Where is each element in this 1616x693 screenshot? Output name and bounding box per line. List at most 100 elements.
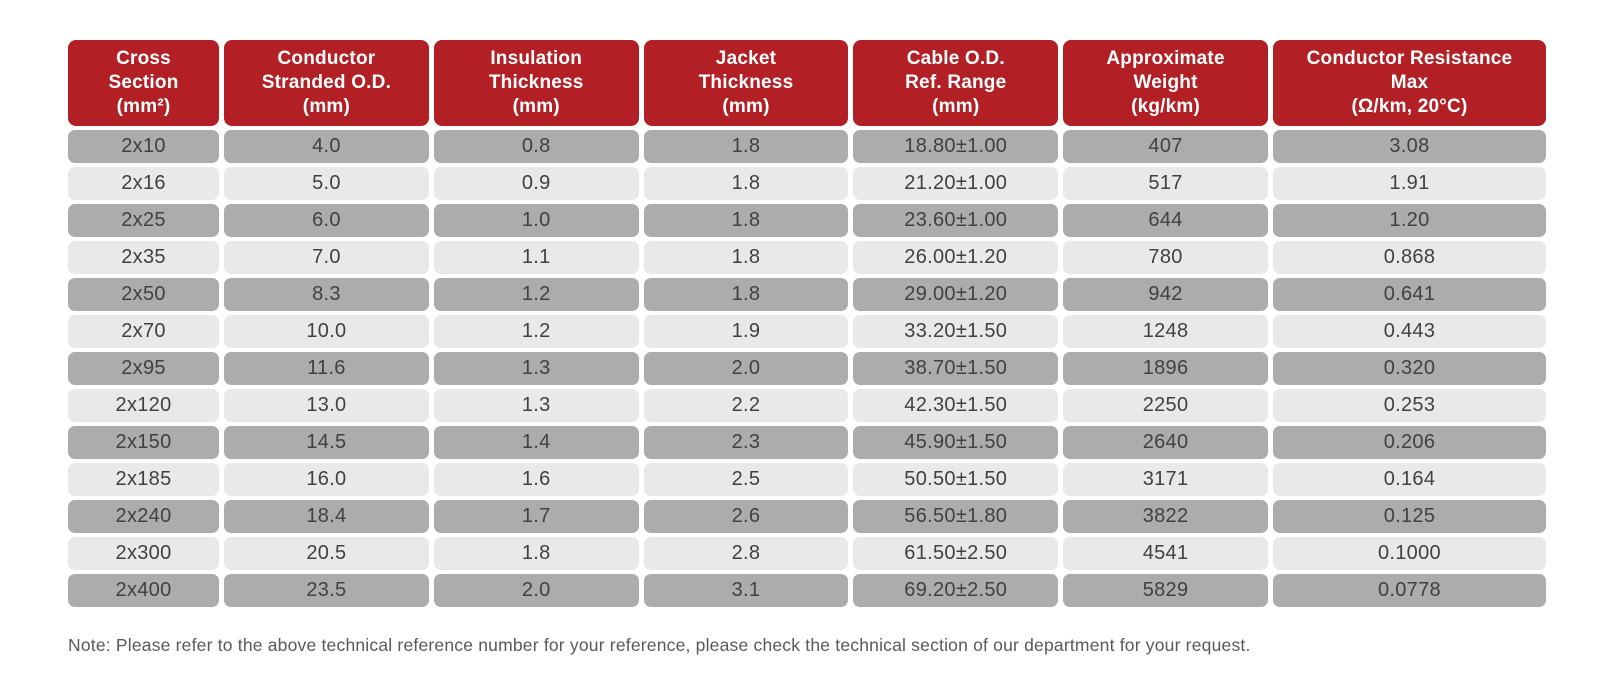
table-row: 2x120 13.0 1.3 2.2 42.30±1.50 2250 0.253 <box>68 389 1546 422</box>
table-cell: 1.2 <box>433 278 639 311</box>
table-cell: 2.0 <box>643 352 849 385</box>
table-cell: 4541 <box>1063 537 1268 570</box>
table-cell: 69.20±2.50 <box>853 574 1059 607</box>
table-cell: 29.00±1.20 <box>853 278 1059 311</box>
table-cell: 2.3 <box>643 426 849 459</box>
table-cell: 1.8 <box>643 130 849 163</box>
table-cell: 0.320 <box>1272 352 1546 385</box>
table-cell: 6.0 <box>224 204 429 237</box>
table-cell: 1.1 <box>433 241 639 274</box>
table-cell: 61.50±2.50 <box>853 537 1059 570</box>
table-cell: 0.641 <box>1272 278 1546 311</box>
table-cell: 18.4 <box>224 500 429 533</box>
table-cell: 0.8 <box>433 130 639 163</box>
table-cell: 517 <box>1063 167 1268 200</box>
table-cell: 2x10 <box>68 130 220 163</box>
table-cell: 5829 <box>1063 574 1268 607</box>
table-cell: 2x300 <box>68 537 220 570</box>
table-cell: 2x50 <box>68 278 220 311</box>
footnote: Note: Please refer to the above technica… <box>68 635 1251 655</box>
table-cell: 42.30±1.50 <box>853 389 1059 422</box>
column-header: Cross Section (mm²) <box>68 40 220 126</box>
table-cell: 2x150 <box>68 426 220 459</box>
table-cell: 8.3 <box>224 278 429 311</box>
table-cell: 942 <box>1063 278 1268 311</box>
table-row: 2x16 5.0 0.9 1.8 21.20±1.00 517 1.91 <box>68 167 1546 200</box>
column-header: Insulation Thickness (mm) <box>433 40 639 126</box>
table-cell: 16.0 <box>224 463 429 496</box>
table-cell: 11.6 <box>224 352 429 385</box>
table-cell: 1.9 <box>643 315 849 348</box>
table-cell: 21.20±1.00 <box>853 167 1059 200</box>
table-cell: 23.5 <box>224 574 429 607</box>
table-cell: 0.0778 <box>1272 574 1546 607</box>
column-header: Conductor Resistance Max (Ω/km, 20°C) <box>1272 40 1546 126</box>
table-cell: 2x120 <box>68 389 220 422</box>
column-header: Approximate Weight (kg/km) <box>1063 40 1268 126</box>
column-header: Cable O.D. Ref. Range (mm) <box>853 40 1059 126</box>
table-cell: 2.6 <box>643 500 849 533</box>
table-cell: 1.8 <box>433 537 639 570</box>
table-row: 2x25 6.0 1.0 1.8 23.60±1.00 644 1.20 <box>68 204 1546 237</box>
table-row: 2x70 10.0 1.2 1.9 33.20±1.50 1248 0.443 <box>68 315 1546 348</box>
table-cell: 2x25 <box>68 204 220 237</box>
table-cell: 45.90±1.50 <box>853 426 1059 459</box>
table-cell: 0.253 <box>1272 389 1546 422</box>
table-cell: 2x240 <box>68 500 220 533</box>
table-cell: 2640 <box>1063 426 1268 459</box>
table-row: 2x185 16.0 1.6 2.5 50.50±1.50 3171 0.164 <box>68 463 1546 496</box>
table-cell: 2.0 <box>433 574 639 607</box>
table-cell: 2x400 <box>68 574 220 607</box>
table-cell: 1.4 <box>433 426 639 459</box>
table-cell: 14.5 <box>224 426 429 459</box>
table-cell: 26.00±1.20 <box>853 241 1059 274</box>
table-cell: 0.125 <box>1272 500 1546 533</box>
table-cell: 1.8 <box>643 204 849 237</box>
table-cell: 3.08 <box>1272 130 1546 163</box>
table-cell: 1.6 <box>433 463 639 496</box>
table-cell: 2250 <box>1063 389 1268 422</box>
table-cell: 10.0 <box>224 315 429 348</box>
column-header: Conductor Stranded O.D. (mm) <box>224 40 429 126</box>
table-row: 2x300 20.5 1.8 2.8 61.50±2.50 4541 0.1000 <box>68 537 1546 570</box>
table-cell: 2x185 <box>68 463 220 496</box>
table-cell: 1.3 <box>433 389 639 422</box>
table-cell: 1.8 <box>643 241 849 274</box>
table-cell: 0.868 <box>1272 241 1546 274</box>
table-cell: 20.5 <box>224 537 429 570</box>
table-cell: 2x16 <box>68 167 220 200</box>
table-row: 2x95 11.6 1.3 2.0 38.70±1.50 1896 0.320 <box>68 352 1546 385</box>
table-cell: 23.60±1.00 <box>853 204 1059 237</box>
table-row: 2x10 4.0 0.8 1.8 18.80±1.00 407 3.08 <box>68 130 1546 163</box>
table-cell: 13.0 <box>224 389 429 422</box>
table-cell: 4.0 <box>224 130 429 163</box>
table-cell: 644 <box>1063 204 1268 237</box>
table-cell: 1.2 <box>433 315 639 348</box>
column-header: Jacket Thickness (mm) <box>643 40 849 126</box>
table-cell: 2.2 <box>643 389 849 422</box>
table-cell: 0.443 <box>1272 315 1546 348</box>
table-cell: 407 <box>1063 130 1268 163</box>
table-cell: 2.8 <box>643 537 849 570</box>
table-row: 2x240 18.4 1.7 2.6 56.50±1.80 3822 0.125 <box>68 500 1546 533</box>
table-cell: 1.8 <box>643 167 849 200</box>
table-cell: 0.1000 <box>1272 537 1546 570</box>
table-cell: 1.7 <box>433 500 639 533</box>
table-row: 2x400 23.5 2.0 3.1 69.20±2.50 5829 0.0778 <box>68 574 1546 607</box>
table-cell: 38.70±1.50 <box>853 352 1059 385</box>
table-cell: 7.0 <box>224 241 429 274</box>
table-cell: 3171 <box>1063 463 1268 496</box>
table-cell: 33.20±1.50 <box>853 315 1059 348</box>
table-row: 2x50 8.3 1.2 1.8 29.00±1.20 942 0.641 <box>68 278 1546 311</box>
table-cell: 1896 <box>1063 352 1268 385</box>
table-cell: 2x95 <box>68 352 220 385</box>
table-cell: 1.0 <box>433 204 639 237</box>
cable-spec-table: Cross Section (mm²) Conductor Stranded O.… <box>63 36 1551 611</box>
table-cell: 1.3 <box>433 352 639 385</box>
table-cell: 2x70 <box>68 315 220 348</box>
table-cell: 56.50±1.80 <box>853 500 1059 533</box>
table-cell: 1.20 <box>1272 204 1546 237</box>
table-cell: 50.50±1.50 <box>853 463 1059 496</box>
table-row: 2x150 14.5 1.4 2.3 45.90±1.50 2640 0.206 <box>68 426 1546 459</box>
